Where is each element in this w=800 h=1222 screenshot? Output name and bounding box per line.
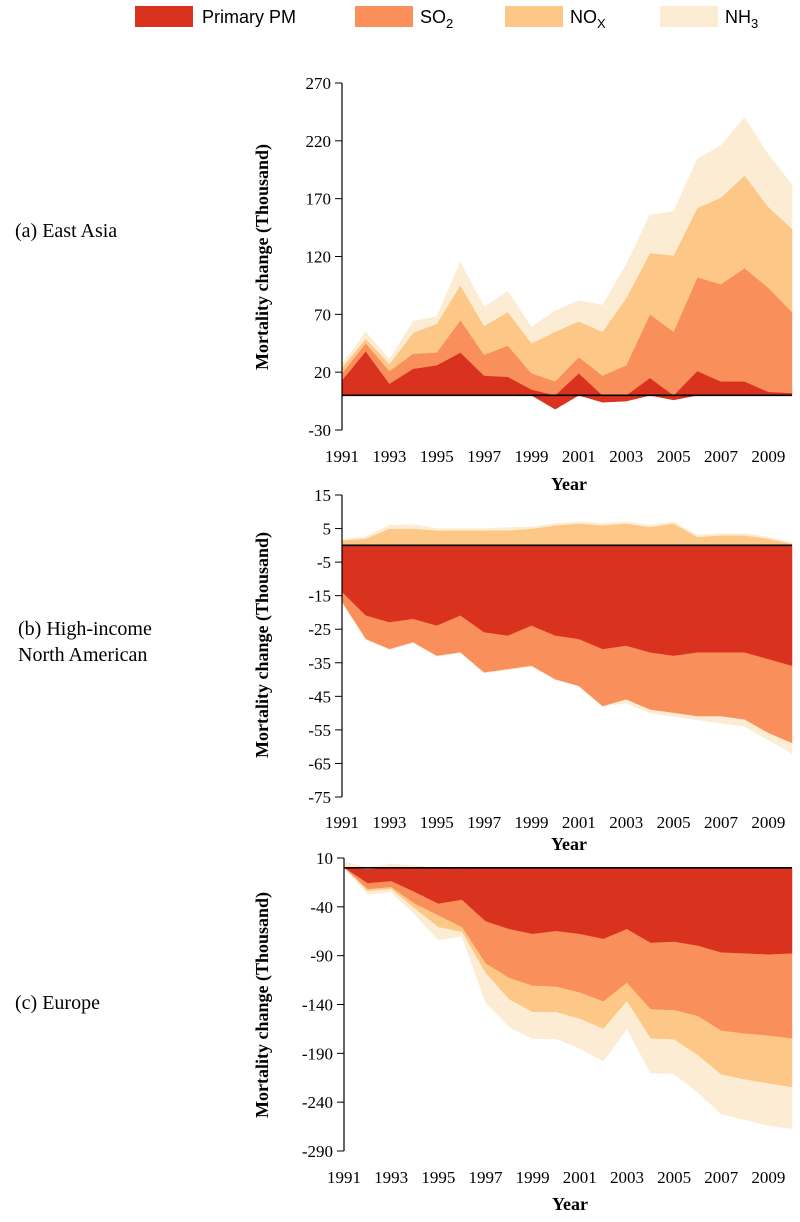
legend-label-2: NOX — [570, 7, 606, 31]
y-tick-label-1-6: -45 — [308, 687, 331, 706]
legend-label-sub-1: 2 — [446, 16, 453, 31]
region-label-1-0: (b) High-income — [18, 618, 152, 640]
y-tick-label-1-0: 15 — [314, 486, 331, 505]
x-tick-label-1-9: 2009 — [751, 813, 785, 832]
x-tick-label-2-4: 1999 — [516, 1168, 550, 1187]
y-tick-label-2-0: 10 — [316, 849, 333, 868]
panel-east-asia: 270 220 170 120 70 20 -30 1991 1993 1995 1997 1999 2… — [15, 74, 793, 494]
region-label-1-1: North American — [18, 644, 147, 666]
x-tick-label-1-7: 2005 — [657, 813, 691, 832]
legend-label-sub-2: X — [597, 16, 606, 31]
legend-label-base-1: SO — [420, 7, 446, 27]
legend-swatch-0 — [135, 6, 193, 27]
y-tick-label-1-7: -55 — [308, 721, 331, 740]
x-tick-label-0-8: 2007 — [704, 447, 739, 466]
x-tick-label-1-8: 2007 — [704, 813, 739, 832]
y-axis-title-2: Mortality change (Thousand) — [252, 892, 273, 1118]
legend-label-3: NH3 — [725, 7, 758, 31]
y-tick-label-1-1: 5 — [323, 520, 332, 539]
x-tick-label-2-3: 1997 — [468, 1168, 503, 1187]
y-tick-label-1-2: -5 — [317, 553, 331, 572]
y-tick-label-2-6: -290 — [302, 1142, 333, 1161]
x-tick-label-0-5: 2001 — [562, 447, 596, 466]
legend-label-sub-3: 3 — [751, 16, 758, 31]
x-axis-title-2: Year — [552, 1194, 588, 1214]
x-axis-title-0: Year — [551, 474, 587, 494]
legend-label-base-3: NH — [725, 7, 751, 27]
x-axis-title-1: Year — [551, 834, 587, 854]
y-tick-label-2-3: -140 — [302, 996, 333, 1015]
y-tick-label-0-0: 270 — [306, 74, 332, 93]
x-tick-label-0-3: 1997 — [467, 447, 502, 466]
x-tick-label-0-7: 2005 — [657, 447, 691, 466]
y-tick-label-2-4: -190 — [302, 1044, 333, 1063]
x-tick-label-2-0: 1991 — [327, 1168, 361, 1187]
y-axis-title-1: Mortality change (Thousand) — [252, 532, 273, 758]
y-tick-label-0-6: -30 — [308, 421, 331, 440]
y-tick-label-1-9: -75 — [308, 788, 331, 807]
x-tick-label-2-2: 1995 — [421, 1168, 455, 1187]
y-tick-label-1-4: -25 — [308, 620, 331, 639]
region-label-2-0: (c) Europe — [15, 992, 100, 1014]
x-tick-label-1-2: 1995 — [420, 813, 454, 832]
x-tick-label-2-9: 2009 — [751, 1168, 785, 1187]
y-tick-label-1-8: -65 — [308, 754, 331, 773]
x-tick-label-2-8: 2007 — [704, 1168, 739, 1187]
x-tick-label-1-4: 1999 — [514, 813, 548, 832]
legend-swatch-1 — [355, 6, 413, 27]
x-tick-label-0-2: 1995 — [420, 447, 454, 466]
y-tick-label-2-5: -240 — [302, 1093, 333, 1112]
x-tick-label-1-1: 1993 — [372, 813, 406, 832]
x-tick-label-0-1: 1993 — [372, 447, 406, 466]
area-nh3-1 — [341, 521, 793, 545]
x-tick-label-0-0: 1991 — [325, 447, 359, 466]
y-tick-label-1-3: -15 — [308, 587, 331, 606]
y-axis-title-0: Mortality change (Thousand) — [252, 144, 273, 370]
y-tick-label-0-3: 120 — [306, 248, 332, 267]
x-tick-label-2-5: 2001 — [563, 1168, 597, 1187]
y-tick-label-0-1: 220 — [306, 132, 332, 151]
x-tick-label-1-5: 2001 — [562, 813, 596, 832]
y-tick-label-2-2: -90 — [310, 947, 333, 966]
legend-label-base-0: Primary PM — [202, 7, 296, 27]
x-tick-label-2-7: 2005 — [657, 1168, 691, 1187]
x-tick-label-2-1: 1993 — [374, 1168, 408, 1187]
legend-label-base-2: NO — [570, 7, 597, 27]
x-tick-label-0-9: 2009 — [751, 447, 785, 466]
x-tick-label-2-6: 2003 — [610, 1168, 644, 1187]
legend: Primary PM SO2 NOX NH3 — [135, 6, 758, 31]
y-tick-label-0-5: 20 — [314, 363, 331, 382]
x-tick-label-1-0: 1991 — [325, 813, 359, 832]
y-tick-label-2-1: -40 — [310, 898, 333, 917]
region-label-0-0: (a) East Asia — [15, 220, 117, 242]
x-tick-label-0-4: 1999 — [514, 447, 548, 466]
y-tick-label-0-4: 70 — [314, 305, 331, 324]
area-nh3-2 — [343, 867, 793, 1129]
area-nh3-neg-1 — [341, 602, 793, 754]
x-tick-label-0-6: 2003 — [609, 447, 643, 466]
legend-label-1: SO2 — [420, 7, 453, 31]
legend-swatch-3 — [660, 6, 718, 27]
panel-north-america: 15 5 -5 -15 -25 -35 -45 -55 -65 -75 1991 1993 1995 19… — [18, 486, 793, 854]
area-nh3-0 — [341, 117, 793, 369]
legend-label-0: Primary PM — [202, 7, 296, 27]
panel-europe: 10 -40 -90 -140 -190 -240 -290 1991 1993 1995 1997… — [15, 849, 793, 1214]
x-tick-label-1-6: 2003 — [609, 813, 643, 832]
y-tick-label-1-5: -35 — [308, 654, 331, 673]
legend-swatch-2 — [505, 6, 563, 27]
x-tick-label-1-3: 1997 — [467, 813, 502, 832]
y-tick-label-0-2: 170 — [306, 190, 332, 209]
